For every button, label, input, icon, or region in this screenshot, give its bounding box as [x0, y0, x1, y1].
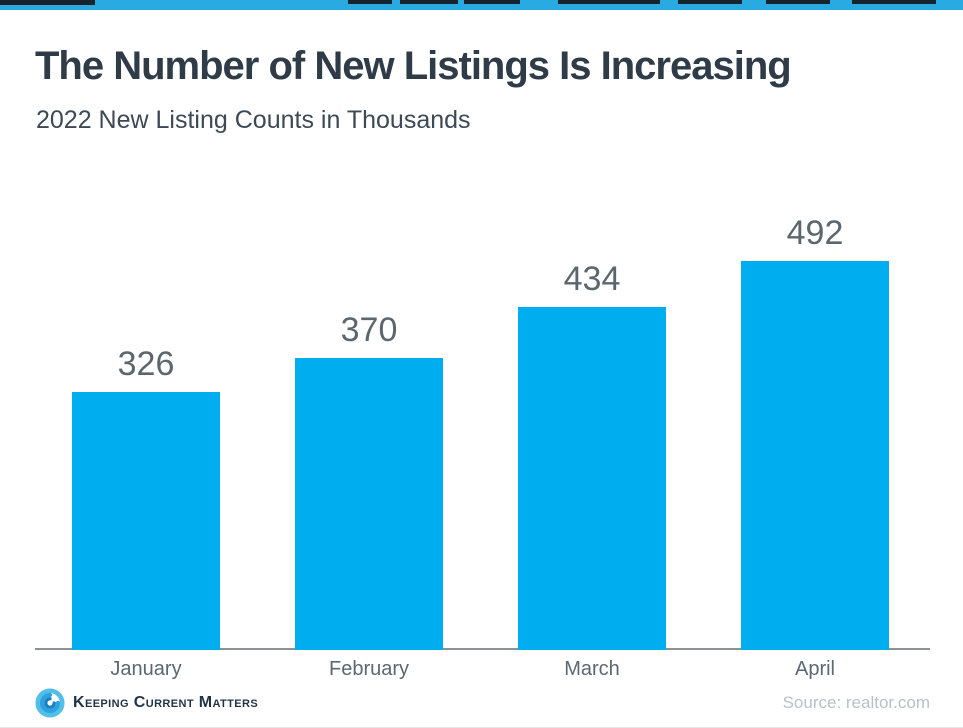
cropped-text-fragment [400, 0, 458, 4]
bar-march [518, 307, 666, 650]
bar-january [72, 392, 220, 650]
bar-value-label-march: 434 [563, 260, 621, 298]
source-text: Source: realtor.com [782, 693, 930, 712]
cropped-text-fragment [0, 0, 95, 5]
cropped-text-fragment [766, 0, 830, 4]
footer: Keeping Current Matters Source: realtor.… [35, 686, 930, 720]
bar-column-april: 492 April [741, 190, 889, 682]
cropped-text-fragment [678, 0, 742, 4]
x-axis-label-march: March [564, 658, 620, 680]
cropped-text-fragment [558, 0, 660, 4]
brand-logo-text: Keeping Current Matters [73, 694, 259, 711]
kcm-swirl-icon [35, 688, 65, 718]
bar-value-label-february: 370 [340, 311, 398, 349]
x-axis-label-april: April [794, 658, 835, 680]
bar-april [741, 261, 889, 650]
cropped-text-fragment [348, 0, 392, 4]
x-axis-line [35, 648, 930, 650]
top-browser-strip [0, 0, 963, 10]
x-axis-label-january: January [110, 658, 182, 680]
bar-column-march: 434 March [518, 190, 666, 682]
x-axis-label-february: February [328, 658, 410, 680]
cropped-text-fragment [852, 0, 936, 4]
bar-value-label-april: 492 [786, 214, 844, 252]
brand-logo: Keeping Current Matters [35, 688, 258, 718]
bar-value-label-january: 326 [117, 345, 175, 383]
page-subtitle: 2022 New Listing Counts in Thousands [36, 106, 471, 134]
page-title: The Number of New Listings Is Increasing [35, 44, 792, 88]
bar-february [295, 358, 443, 650]
cropped-text-fragment [464, 0, 520, 4]
bar-column-january: 326 January [72, 190, 220, 682]
bar-column-february: 370 February [295, 190, 443, 682]
bar-chart-plot: 326 January 370 February 434 March 492 April [35, 190, 930, 682]
